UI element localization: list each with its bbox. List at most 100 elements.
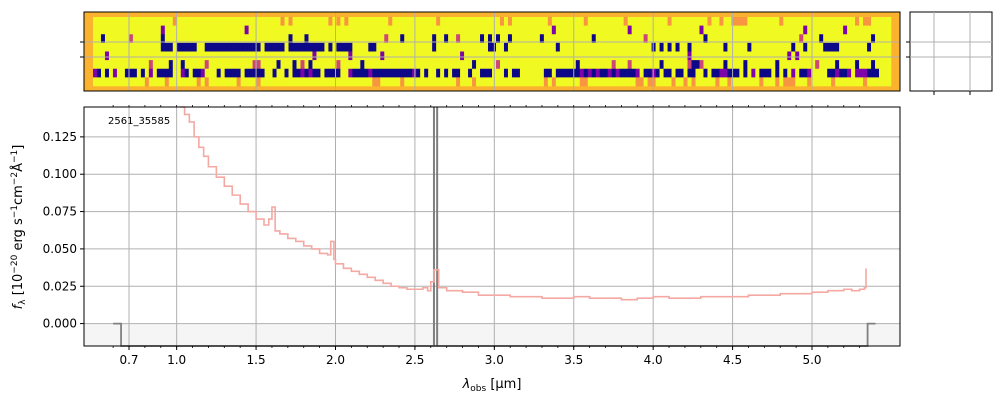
heat-cell	[224, 51, 229, 61]
heat-cell	[787, 51, 792, 61]
heat-cell	[300, 17, 305, 26]
heat-cell	[835, 25, 840, 35]
heat-cell	[392, 77, 397, 87]
heat-cell	[376, 68, 381, 78]
heat-cell	[783, 17, 788, 26]
heat-cell	[412, 34, 417, 44]
heat-cell	[264, 68, 269, 78]
heat-cell	[108, 68, 114, 78]
heat-cell	[791, 60, 796, 70]
heat-cell	[412, 25, 417, 35]
heat-cell	[715, 68, 720, 78]
heat-cell	[296, 51, 301, 61]
heat-cell	[296, 17, 301, 26]
heat-cell	[711, 77, 716, 87]
heat-cell	[344, 25, 349, 35]
heat-cell	[408, 17, 413, 26]
heat-cell	[767, 51, 772, 61]
y-label-exp1: −20	[10, 254, 20, 273]
heat-cell	[523, 60, 529, 70]
heat-cell	[711, 17, 716, 26]
heat-cell	[288, 34, 293, 44]
heat-cell	[456, 25, 461, 35]
heat-cell	[344, 68, 349, 78]
heat-cell	[787, 60, 792, 70]
heat-cell	[140, 51, 146, 61]
heat-cell	[867, 34, 872, 44]
heat-cell	[595, 68, 601, 78]
heat-cell	[811, 60, 816, 70]
heat-cell	[388, 51, 393, 61]
heat-cell	[791, 51, 796, 61]
heat-cell	[252, 68, 257, 78]
heat-cell	[587, 42, 593, 52]
heat-cell	[416, 25, 421, 35]
heat-cell	[619, 60, 624, 70]
heat-cell	[731, 60, 736, 70]
heat-cell	[703, 51, 708, 61]
heat-cell	[747, 42, 752, 52]
heat-cell	[707, 34, 712, 44]
heat-cell	[292, 68, 297, 78]
heat-cell	[344, 34, 349, 44]
heat-cell	[360, 42, 365, 52]
heat-cell	[132, 51, 138, 61]
heat-cell	[116, 25, 122, 35]
heat-cell	[839, 42, 844, 52]
heat-cell	[579, 51, 585, 61]
heat-cell	[723, 34, 728, 44]
heat-cell	[539, 51, 545, 61]
heat-cell	[707, 42, 712, 52]
heat-cell	[583, 77, 589, 87]
heat-cell	[328, 42, 333, 52]
heat-cell	[348, 60, 353, 70]
heat-cell	[272, 60, 277, 70]
heat-cell	[408, 68, 413, 78]
heat-cell	[651, 42, 656, 52]
heat-cell	[93, 68, 98, 78]
heat-cell	[336, 34, 341, 44]
heat-cell	[332, 60, 337, 70]
heat-cell	[144, 34, 150, 44]
heat-cell	[647, 68, 652, 78]
heat-cell	[515, 42, 521, 52]
heat-cell	[384, 68, 389, 78]
heat-cell	[356, 77, 361, 87]
heat-cell	[204, 51, 210, 61]
heat-cell	[420, 51, 425, 61]
heat-cell	[252, 51, 257, 61]
heat-cell	[579, 25, 585, 35]
heat-cell	[440, 42, 445, 52]
heat-cell	[679, 25, 684, 35]
heat-cell	[388, 77, 393, 87]
heat-cell	[140, 34, 146, 44]
heat-cell	[539, 25, 545, 35]
heat-cell	[855, 68, 860, 78]
heat-cell	[220, 34, 225, 44]
heat-cell	[759, 42, 764, 52]
heat-cell	[643, 42, 648, 52]
heat-cell	[200, 77, 206, 87]
main-grid	[84, 107, 900, 346]
heat-cell	[495, 51, 501, 61]
heat-cell	[711, 42, 716, 52]
heat-cell	[376, 60, 381, 70]
heat-cell	[627, 17, 632, 26]
x-tick-label: 2.5	[405, 353, 424, 367]
heat-cell	[771, 25, 776, 35]
heat-cell	[132, 60, 138, 70]
heat-cell	[771, 42, 776, 52]
heat-cell	[691, 60, 696, 70]
heat-cell	[312, 60, 317, 70]
heat-cell	[444, 60, 449, 70]
heat-cell	[779, 17, 784, 26]
heat-cell	[563, 25, 569, 35]
heat-cell	[807, 51, 812, 61]
heat-cell	[639, 17, 644, 26]
heat-cell	[392, 68, 397, 78]
heat-cell	[176, 51, 182, 61]
heat-cell	[603, 51, 609, 61]
heat-cell	[731, 42, 736, 52]
heat-cell	[340, 77, 345, 87]
heat-cell	[511, 68, 517, 78]
